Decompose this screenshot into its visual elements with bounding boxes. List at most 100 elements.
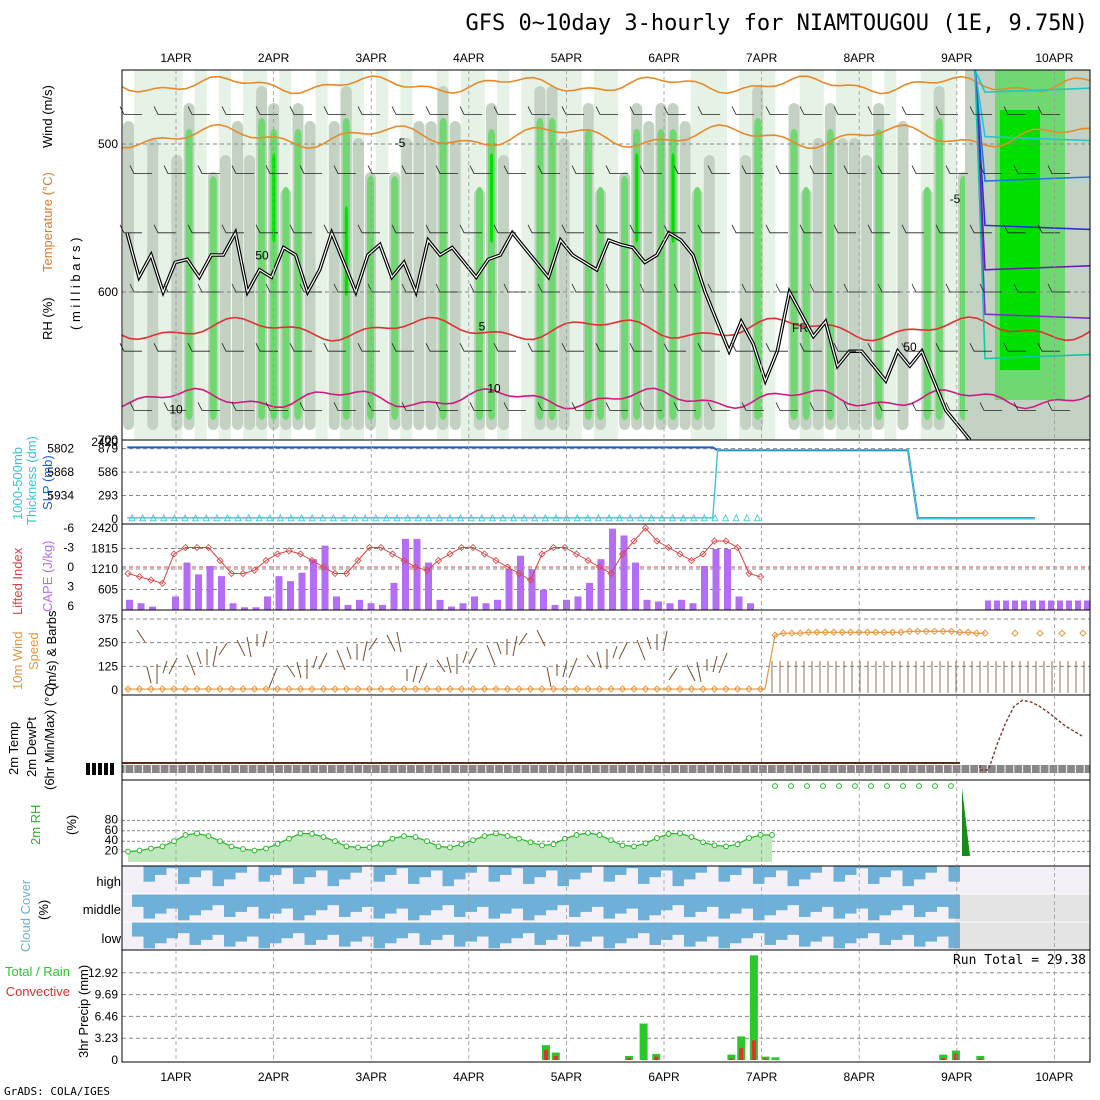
wind-barb (537, 402, 560, 411)
cloud-cell (488, 894, 500, 919)
precip-total-bar (639, 1023, 648, 1060)
li-marker (285, 547, 293, 555)
cloud-cell (879, 894, 891, 916)
li-marker (354, 556, 362, 565)
rh-marker (820, 783, 826, 789)
wind-barb (629, 343, 652, 352)
rh-marker (700, 839, 706, 846)
thickness-marker (509, 513, 518, 522)
wind-barb (493, 106, 516, 115)
rh-spike (962, 788, 970, 856)
wind-barb (265, 283, 288, 293)
cloud-cell (166, 866, 178, 869)
cloud-cell (511, 922, 523, 939)
thickness-label-2: Thickness (dm) (24, 436, 39, 525)
cloud-cell (753, 922, 765, 934)
thickness-marker (128, 513, 136, 522)
cape-bar (275, 576, 283, 610)
rh-marker (136, 847, 143, 854)
wind-barb (911, 283, 934, 293)
rh-band (875, 129, 883, 420)
wind-barb (357, 224, 380, 234)
rh-marker (788, 783, 794, 789)
li-marker (319, 563, 328, 571)
wind-barb (673, 165, 696, 174)
rh-marker (868, 783, 874, 789)
date-label-bottom: 9APR (941, 1070, 973, 1084)
cape-bar (655, 601, 662, 610)
wind-marker (947, 627, 956, 636)
thickness-line (127, 449, 1035, 520)
rh-marker (194, 830, 200, 837)
wind-barb (707, 283, 730, 293)
li-tick: 3 (67, 580, 74, 594)
wind-marker (1036, 629, 1044, 637)
li-marker (388, 550, 397, 558)
thickness-marker (138, 513, 147, 522)
rh-marker (366, 844, 373, 851)
cloud-cell (534, 894, 546, 916)
wind-barb (809, 283, 832, 293)
wind-marker (779, 629, 788, 637)
cape-bar (747, 603, 754, 610)
wind-marker (905, 627, 914, 636)
wind-barb (129, 402, 152, 411)
cape-label: CAPE (J/kg) (40, 540, 55, 612)
rh-band (475, 187, 483, 420)
wind-marker (411, 685, 420, 693)
wind-barb (119, 224, 142, 234)
cloud-cell (569, 866, 581, 880)
wind-barb (901, 343, 924, 352)
wind-barb (246, 636, 252, 658)
panel-bg (122, 440, 1090, 524)
wind-barb (187, 106, 210, 115)
wind-barb (129, 165, 152, 174)
wind-barb (571, 283, 594, 293)
wind-marker (193, 685, 201, 693)
cloud-cell (546, 922, 558, 940)
rh-marker (723, 843, 729, 850)
rh-band (460, 70, 474, 440)
cape-bar (459, 603, 467, 610)
wind-marker (981, 629, 989, 637)
rh-marker (125, 848, 131, 855)
rh-marker (447, 844, 453, 851)
cloud-cell (396, 866, 408, 869)
thickness-marker (414, 513, 422, 522)
rh2m-unit: (%) (64, 815, 79, 835)
cloud-cell (212, 894, 224, 906)
wind-barb (401, 165, 424, 174)
wind-barb (425, 343, 448, 352)
wind-marker (457, 685, 466, 693)
cloud-cell (810, 866, 822, 873)
precip-conv-bar (654, 1056, 659, 1060)
rh-band (134, 70, 147, 440)
cape-bar (494, 599, 501, 610)
cloud-cell (178, 894, 190, 921)
cloud-cell (362, 894, 374, 907)
cloud-cell (477, 922, 489, 937)
precip-conv-bar (544, 1049, 548, 1060)
panel-labels: RH (%) Temperature (°C) Wind (m/s) ( m i… (5, 85, 1086, 1058)
wind-marker (273, 685, 282, 693)
cloud-cell (845, 922, 857, 944)
cape-bar (620, 535, 628, 610)
thickness-marker (647, 513, 656, 522)
wind-marker (653, 685, 661, 693)
wind-barb (221, 224, 244, 234)
wind-marker (538, 685, 546, 693)
li-marker (526, 576, 535, 584)
li-marker (296, 550, 305, 558)
thickness-marker (213, 513, 221, 522)
cloud-cell (764, 922, 776, 945)
dewpt-late (979, 699, 1083, 771)
panel-bg (122, 950, 1090, 1062)
rh-marker (852, 783, 858, 789)
wind-marker (897, 628, 905, 636)
cloud-cell (293, 866, 305, 884)
cape-bar (1048, 600, 1054, 610)
cloud-cell (649, 894, 661, 916)
slp-tick: 586 (98, 465, 118, 479)
rh-band (596, 187, 604, 420)
wind-barb (333, 165, 356, 174)
